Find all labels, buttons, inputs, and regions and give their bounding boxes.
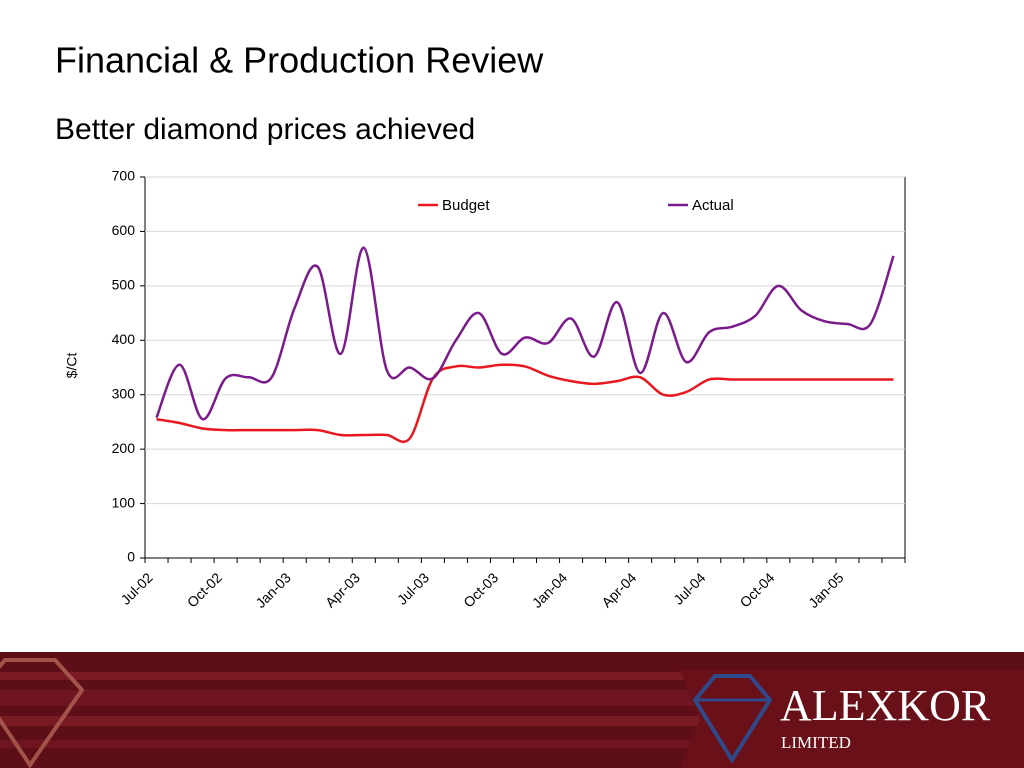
x-tick-label: Oct-02 (184, 569, 225, 610)
legend-label: Budget (442, 197, 490, 214)
brand-name: ALEXKOR (780, 681, 991, 730)
y-tick-label: 500 (112, 277, 136, 293)
x-tick-label: Jul-02 (117, 569, 155, 607)
logo-diamond (692, 674, 773, 764)
y-tick-label: 400 (112, 331, 136, 347)
x-tick-label: Oct-04 (737, 569, 778, 610)
footer-stripe (0, 716, 1024, 726)
series-line (155, 246, 895, 421)
footer: ALEXKOR LIMITED (0, 652, 1024, 768)
legend-label: Actual (692, 197, 734, 214)
y-tick-label: 700 (112, 168, 136, 184)
brand-tagline: LIMITED (781, 733, 851, 752)
x-tick-label: Jan-05 (805, 569, 847, 611)
slide-title: Financial & Production Review (55, 40, 544, 81)
y-tick-label: 100 (112, 494, 136, 510)
x-tick-label: Oct-03 (460, 569, 501, 610)
diamond-icon (0, 658, 85, 768)
x-tick-label: Jan-04 (529, 569, 571, 611)
chart: 0 100 200 300 400 500 600 700 Jul-02 Oct-02 Jan-03… (64, 168, 906, 611)
y-tick-label: 200 (112, 440, 136, 456)
footer-stripe (0, 740, 1024, 748)
slide-subtitle: Better diamond prices achieved (55, 113, 475, 146)
y-axis-label: $/Ct (64, 353, 80, 379)
footer-stripe (0, 672, 1024, 680)
x-tick-label: Jul-03 (394, 569, 432, 607)
series-line (156, 363, 894, 444)
y-tick-label: 300 (112, 385, 136, 401)
x-tick-label: Jul-04 (670, 569, 708, 607)
x-tick-label: Apr-04 (598, 569, 639, 610)
y-tick-label: 0 (127, 549, 135, 565)
x-tick-label: Apr-03 (322, 569, 363, 610)
x-tick-label: Jan-03 (252, 569, 294, 611)
y-tick-label: 600 (112, 222, 136, 238)
